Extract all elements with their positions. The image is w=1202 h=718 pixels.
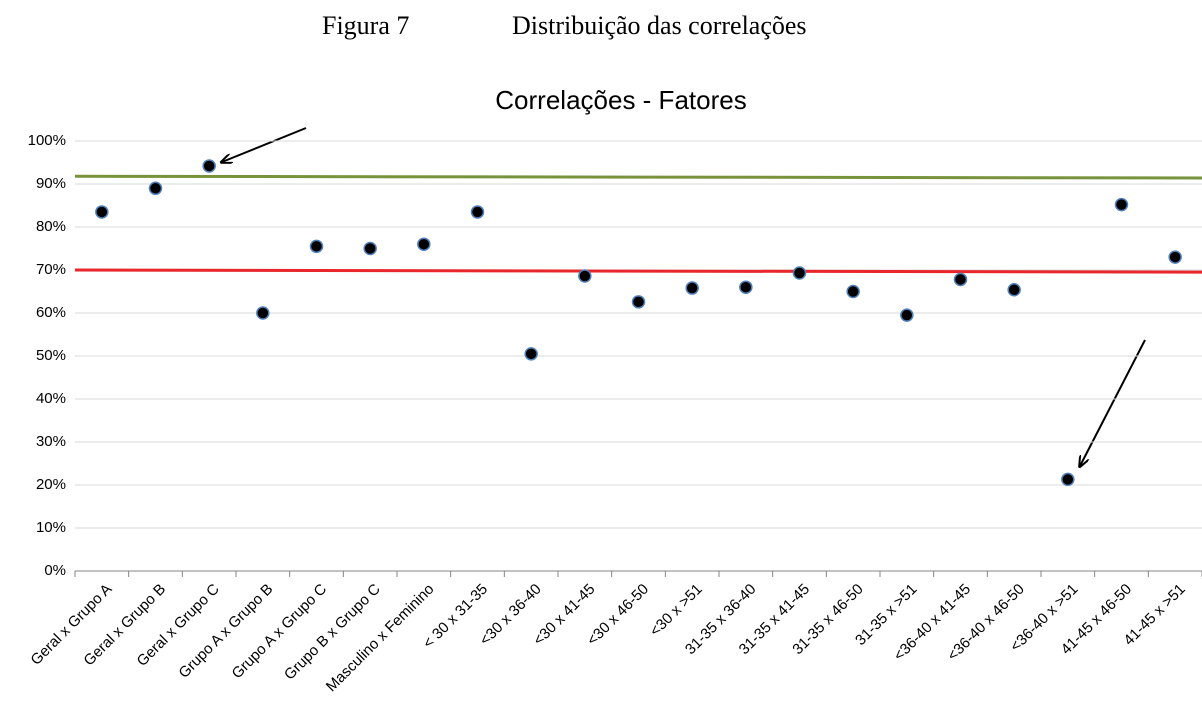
point bbox=[256, 306, 270, 320]
y-tick-label: 50% bbox=[36, 347, 66, 364]
reference-line bbox=[74, 174, 1202, 180]
point bbox=[148, 181, 163, 196]
reference-line bbox=[74, 268, 1202, 274]
y-tick-label: 60% bbox=[36, 304, 66, 321]
y-tick-label: 0% bbox=[44, 562, 66, 579]
y-tick-label: 10% bbox=[36, 519, 66, 536]
point bbox=[739, 280, 753, 294]
point bbox=[1007, 283, 1021, 297]
x-tick-label: Grupo A x Grupo B bbox=[175, 581, 276, 682]
point bbox=[1061, 472, 1075, 487]
point bbox=[900, 308, 914, 322]
point bbox=[846, 284, 860, 299]
figure-label: Figura 7 bbox=[322, 11, 409, 40]
point bbox=[470, 205, 485, 219]
figure-caption: Distribuição das correlações bbox=[512, 11, 807, 40]
point bbox=[524, 347, 538, 361]
y-tick-label: 20% bbox=[36, 476, 66, 493]
point bbox=[953, 272, 968, 287]
chart-title: Correlações - Fatores bbox=[495, 85, 746, 115]
point bbox=[363, 241, 377, 256]
point bbox=[631, 295, 646, 309]
point bbox=[417, 237, 431, 251]
y-tick-label: 80% bbox=[36, 218, 66, 235]
point bbox=[1168, 250, 1182, 264]
point bbox=[685, 281, 699, 295]
x-tick-label: Grupo A x Grupo C bbox=[228, 580, 330, 682]
point bbox=[202, 159, 216, 173]
y-tick-label: 40% bbox=[36, 390, 66, 407]
arrow bbox=[1080, 339, 1146, 466]
y-tick-label: 90% bbox=[36, 175, 66, 192]
y-tick-label: 100% bbox=[28, 132, 66, 149]
point bbox=[309, 239, 324, 254]
arrow bbox=[222, 127, 307, 162]
point bbox=[578, 269, 592, 283]
x-tick-label: Grupo B x Grupo C bbox=[281, 580, 384, 683]
y-tick-label: 30% bbox=[36, 433, 66, 450]
point bbox=[95, 205, 109, 219]
y-tick-label: 70% bbox=[36, 261, 66, 278]
point bbox=[1114, 197, 1129, 212]
point bbox=[792, 266, 807, 280]
x-tick-label: Masculino x Feminino bbox=[323, 581, 438, 696]
